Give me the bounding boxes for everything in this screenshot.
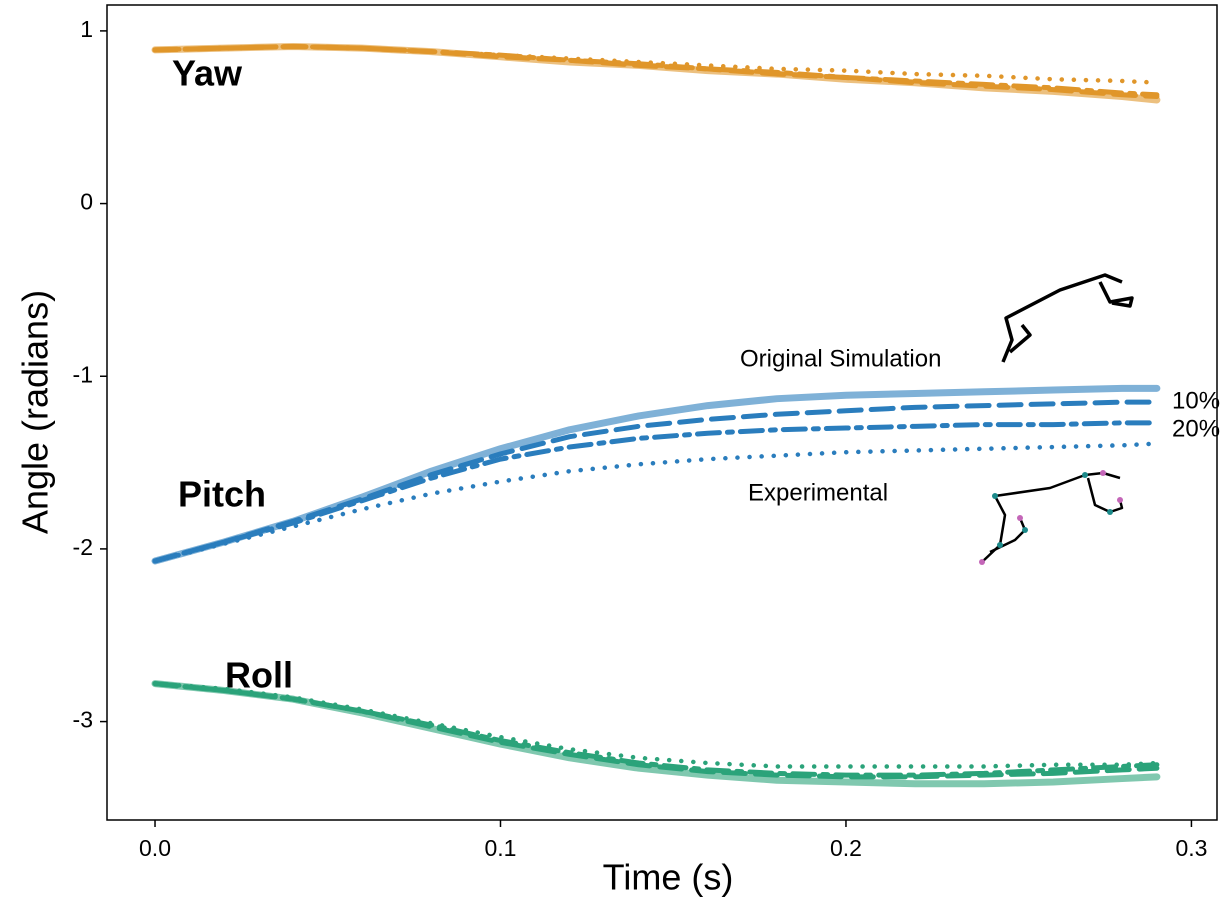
- y-tick-label: -1: [73, 361, 93, 387]
- series-line: [152, 44, 1160, 85]
- y-tick-label: -2: [73, 534, 93, 560]
- group-label: Yaw: [172, 53, 243, 94]
- series-line: [152, 681, 1160, 769]
- x-axis-label: Time (s): [603, 857, 734, 898]
- series-line: [152, 43, 1160, 98]
- x-tick-label: 0.0: [139, 835, 171, 861]
- series-line: [152, 681, 1160, 778]
- series-line: [151, 384, 1161, 565]
- style-label: 10%: [1172, 387, 1220, 414]
- stick-figure-simulation: [1001, 273, 1134, 363]
- y-tick-label: -3: [73, 707, 93, 733]
- x-tick-label: 0.2: [830, 835, 862, 861]
- y-axis-label: Angle (radians): [15, 290, 56, 534]
- y-tick-label: 0: [80, 189, 93, 215]
- plot-frame: [106, 4, 1218, 821]
- stick-figure-experimental: [979, 470, 1124, 565]
- series-line: [152, 43, 1160, 100]
- style-label: Experimental: [748, 479, 888, 506]
- series-line: [151, 680, 1161, 788]
- group-label: Pitch: [178, 474, 266, 515]
- style-label: 20%: [1172, 415, 1220, 442]
- y-tick-label: 1: [80, 16, 93, 42]
- x-tick-label: 0.3: [1175, 835, 1207, 861]
- series-line: [152, 420, 1160, 564]
- style-label: Original Simulation: [740, 345, 941, 372]
- x-tick-label: 0.1: [484, 835, 516, 861]
- series-line: [151, 42, 1161, 104]
